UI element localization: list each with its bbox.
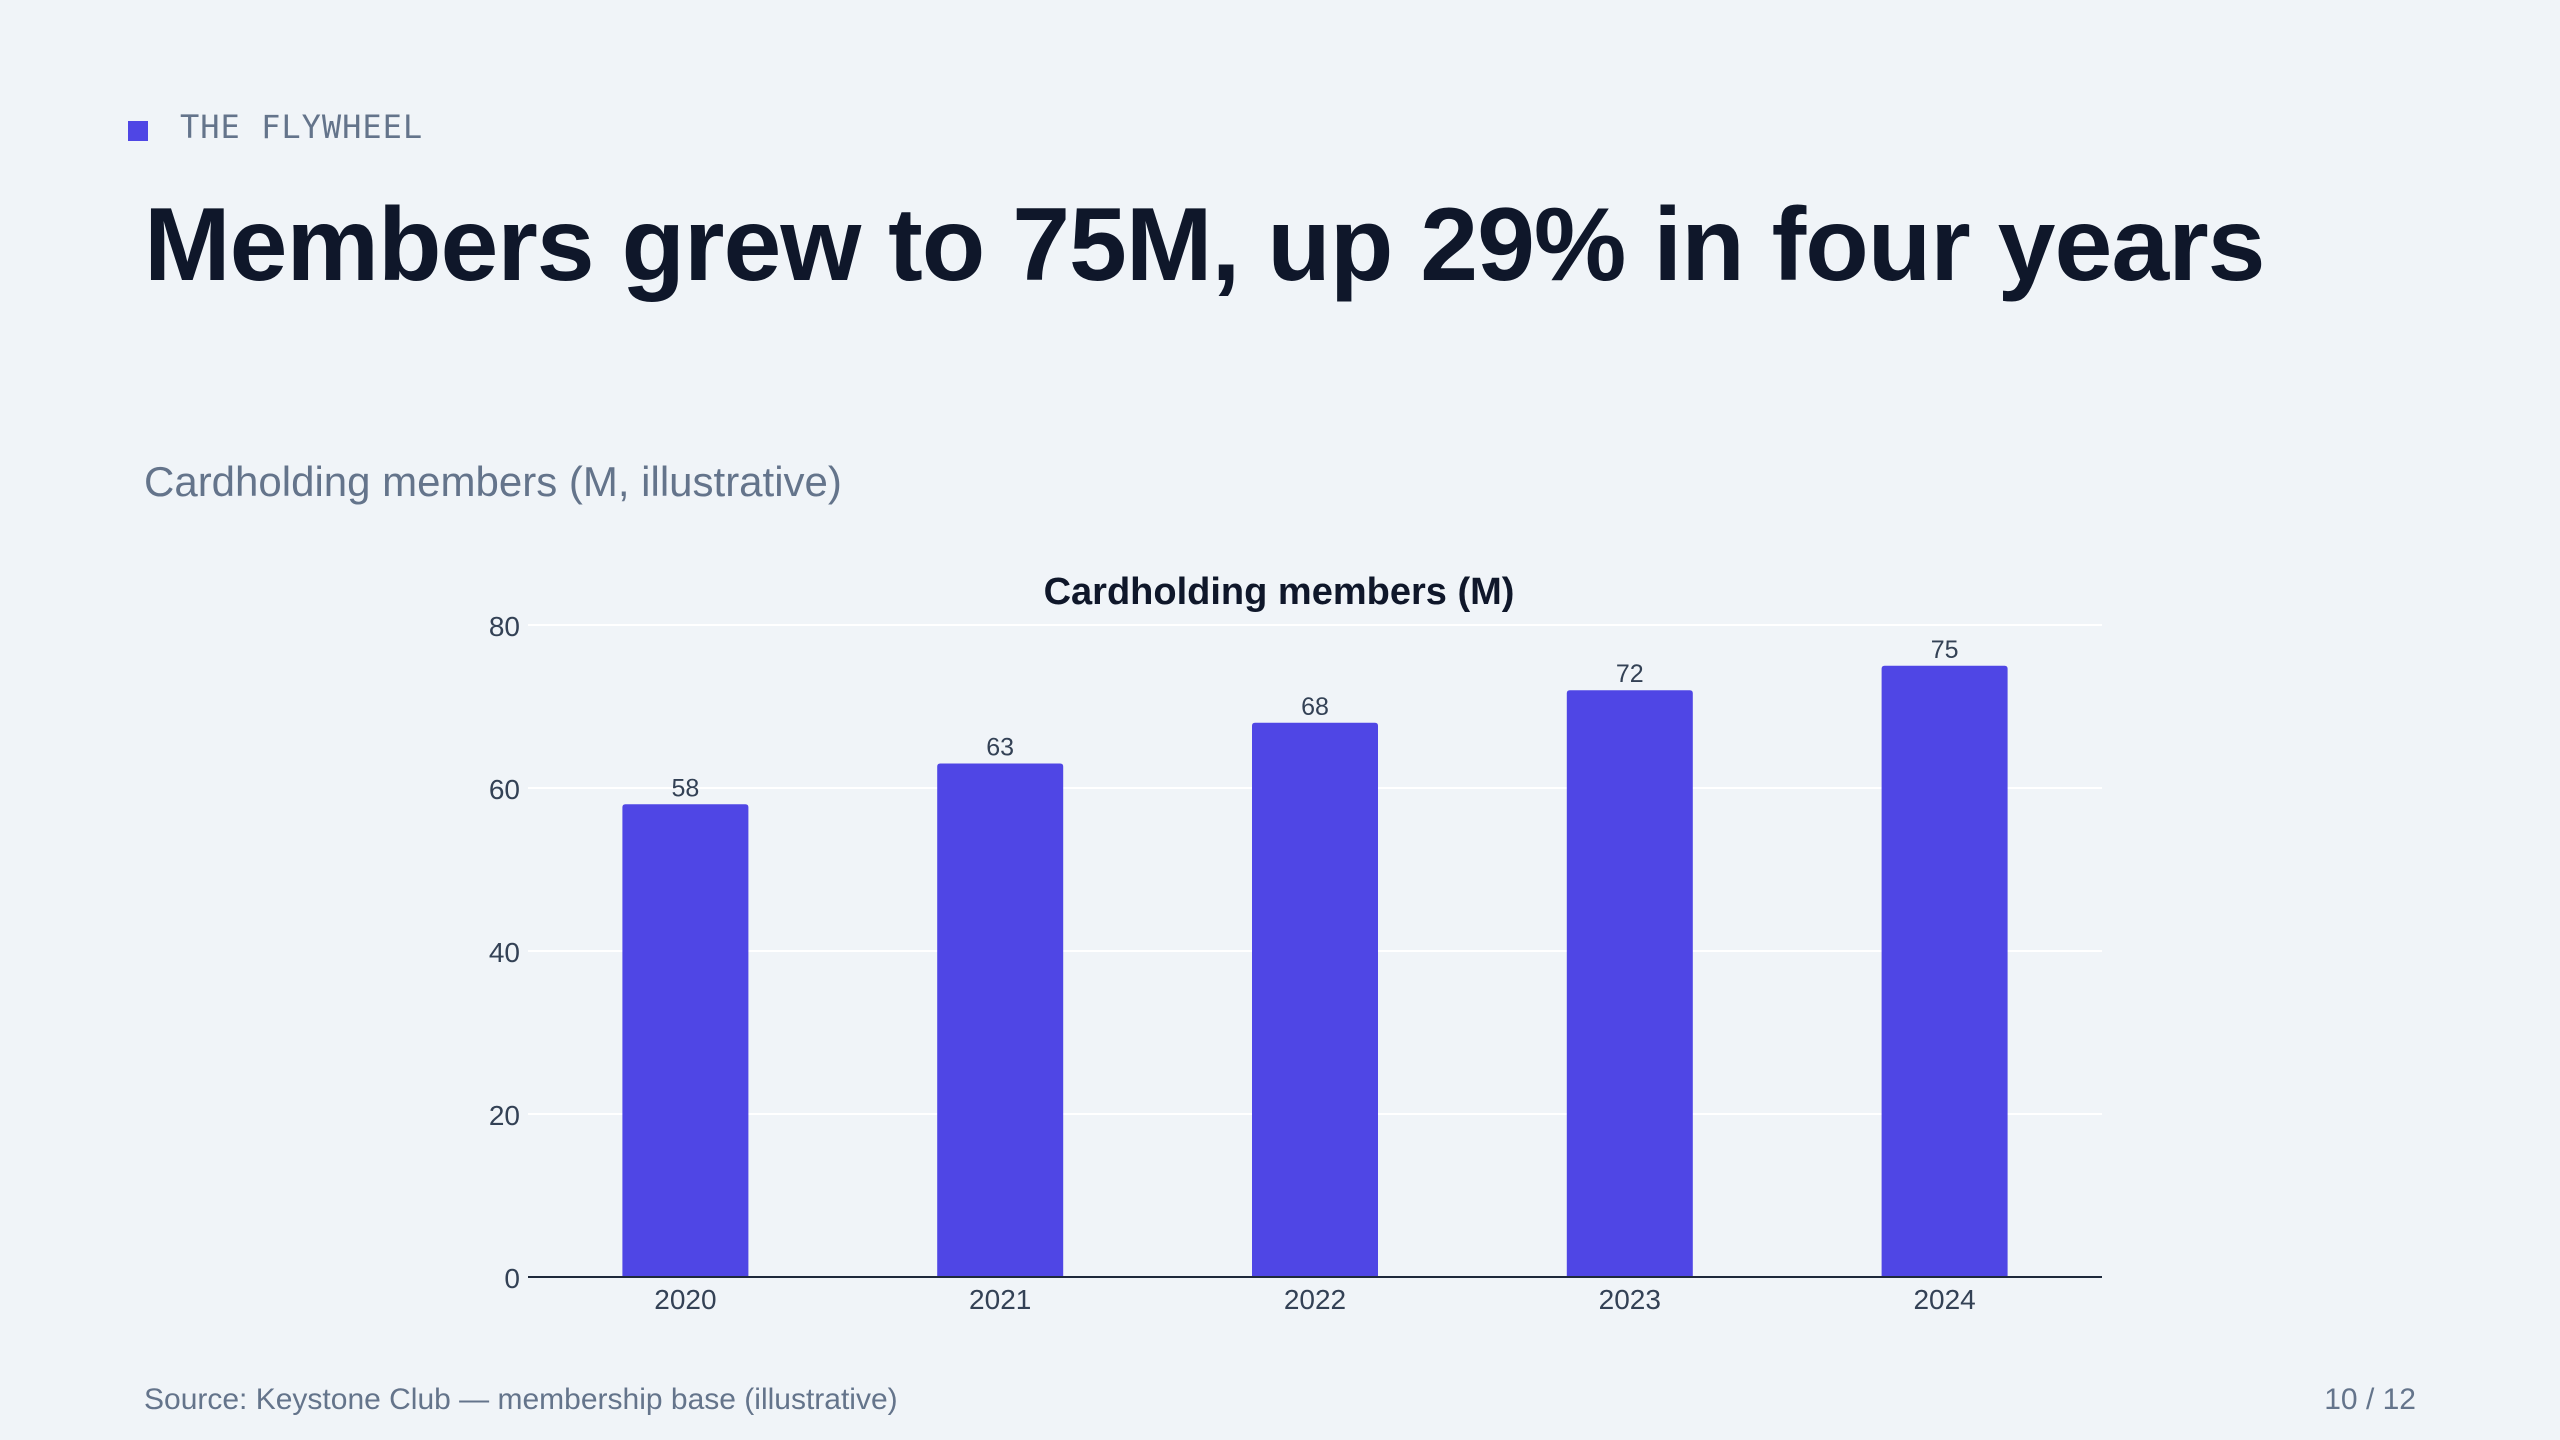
x-tick-label: 2021: [969, 1284, 1031, 1315]
bar: [1881, 665, 2008, 1277]
source-note: Source: Keystone Club — membership base …: [144, 1383, 898, 1416]
chart-subtitle: Cardholding members (M, illustrative): [144, 458, 842, 505]
bar: [1252, 722, 1378, 1277]
bar-value-label: 72: [1616, 660, 1644, 688]
page-number: 10 / 12: [2324, 1383, 2416, 1416]
bar-value-label: 68: [1301, 693, 1329, 721]
bar-value-label: 75: [1931, 636, 1959, 664]
bar: [937, 763, 1064, 1277]
x-tick-label: 2023: [1599, 1284, 1661, 1315]
chart-title: Cardholding members (M): [1044, 571, 1515, 613]
bar: [622, 804, 749, 1277]
y-tick-label: 60: [489, 774, 520, 805]
bar-value-label: 58: [671, 774, 699, 802]
eyebrow: THE FLYWHEEL: [128, 108, 423, 146]
bar-value-label: 63: [986, 734, 1014, 762]
y-tick-label: 80: [489, 611, 520, 642]
bar: [1566, 690, 1693, 1277]
eyebrow-square-icon: [128, 121, 148, 141]
y-tick-label: 40: [489, 937, 520, 968]
x-tick-label: 2020: [654, 1284, 716, 1315]
eyebrow-label: THE FLYWHEEL: [180, 108, 424, 146]
x-tick-label: 2024: [1913, 1284, 1975, 1315]
y-tick-label: 0: [504, 1263, 520, 1294]
x-tick-label: 2022: [1284, 1284, 1346, 1315]
page-title: Members grew to 75M, up 29% in four year…: [144, 187, 2266, 303]
y-tick-label: 20: [489, 1100, 520, 1131]
